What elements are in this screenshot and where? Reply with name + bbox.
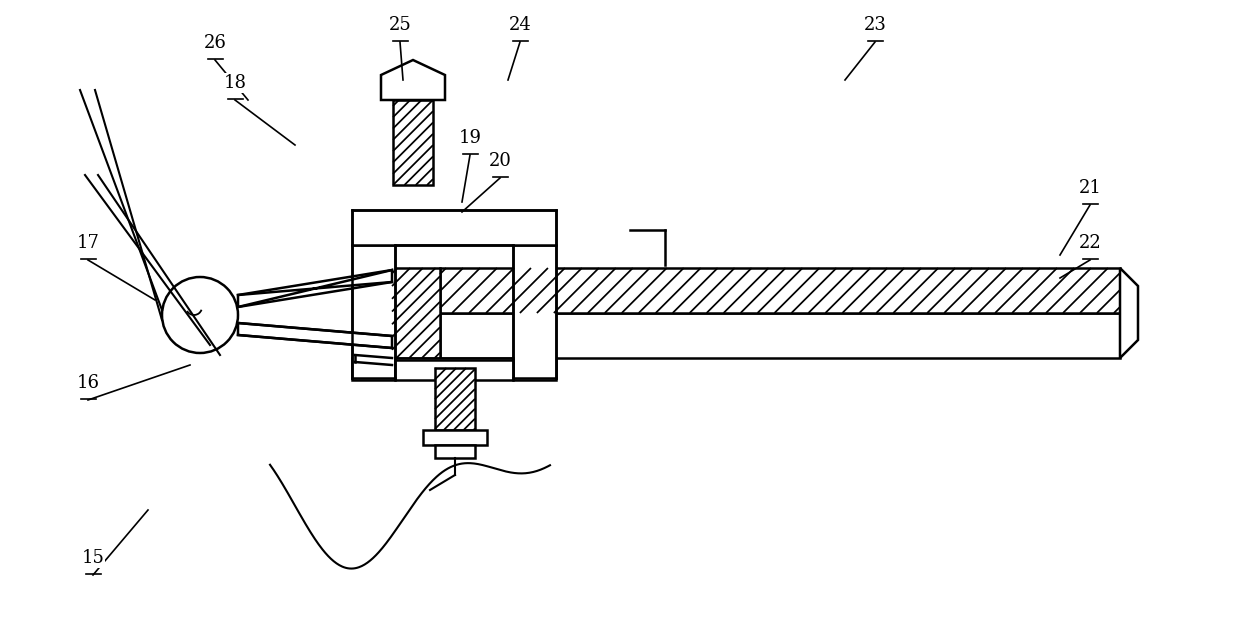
Bar [352,358,556,378]
Polygon shape [381,60,445,100]
Circle shape [162,277,238,353]
Bar [392,268,440,358]
Bar [393,100,433,185]
Polygon shape [238,270,392,307]
Polygon shape [423,430,487,445]
Text: 24: 24 [508,16,532,34]
Bar [352,210,556,245]
Text: 16: 16 [77,374,99,392]
Text: 23: 23 [863,16,887,34]
Bar [435,368,475,430]
Bar [352,245,396,380]
Bar [440,313,1120,358]
Text: 21: 21 [1079,179,1101,197]
Text: 15: 15 [82,549,104,567]
Text: 22: 22 [1079,234,1101,252]
Text: 20: 20 [489,152,511,170]
Polygon shape [1120,268,1138,358]
Bar [396,360,513,380]
Text: 19: 19 [459,129,481,147]
Text: 17: 17 [77,234,99,252]
Bar [513,245,556,380]
Bar [440,268,1120,313]
Text: 18: 18 [223,74,247,92]
Polygon shape [435,445,475,458]
Polygon shape [238,323,392,348]
Text: 25: 25 [388,16,412,34]
Text: 26: 26 [203,34,227,52]
